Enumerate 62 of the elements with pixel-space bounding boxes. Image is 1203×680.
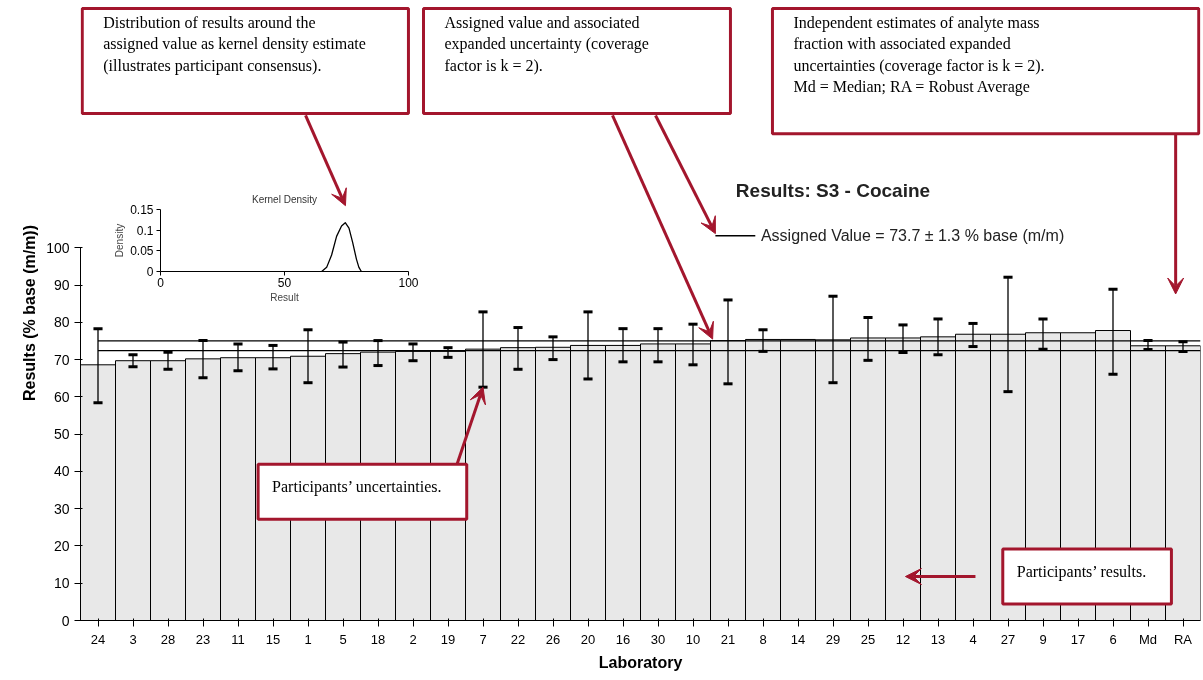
y-tick-label: 40 bbox=[53, 463, 70, 480]
y-axis-title: Results (% base (m/m)) bbox=[21, 224, 39, 402]
chart-title: Kernel Density bbox=[251, 193, 318, 205]
y-tick-label: 0 bbox=[61, 612, 70, 629]
x-tick-label: 16 bbox=[615, 631, 631, 647]
y-tick-label: 70 bbox=[53, 351, 70, 368]
y-tick-label: 0.1 bbox=[136, 223, 154, 238]
x-axis-title: Result bbox=[270, 291, 299, 303]
x-tick-label: 14 bbox=[790, 631, 806, 647]
y-axis-title: Density bbox=[114, 223, 126, 258]
x-tick-label: 27 bbox=[1000, 631, 1016, 647]
x-axis-title: Laboratory bbox=[598, 653, 683, 671]
x-tick-label: 25 bbox=[860, 631, 876, 647]
text: Assigned value and associated expanded uncertainty (coverage factor is k = 2). bbox=[444, 14, 649, 75]
x-tick-label: 23 bbox=[195, 631, 211, 647]
x-tick-label: 17 bbox=[1070, 631, 1086, 647]
y-tick-label: 20 bbox=[53, 537, 70, 554]
x-tick-label: 30 bbox=[650, 631, 666, 647]
x-tick-label: 12 bbox=[895, 631, 911, 647]
x-tick-label: 5 bbox=[339, 631, 347, 647]
x-tick-label: 7 bbox=[479, 631, 487, 647]
text: Distribution of results around the assigned value as kernel density estimate (illustrates participant consensus). bbox=[103, 14, 366, 75]
y-tick-label: 0.15 bbox=[130, 203, 154, 217]
x-tick-label: 6 bbox=[1109, 631, 1117, 647]
x-tick-label: 29 bbox=[825, 631, 841, 647]
y-tick-label: 100 bbox=[46, 239, 70, 256]
y-tick-label: 0.05 bbox=[130, 244, 154, 259]
x-tick-label: 9 bbox=[1039, 631, 1047, 647]
x-tick-label: RA bbox=[1173, 631, 1193, 647]
x-tick-label: 2 bbox=[409, 631, 417, 647]
y-tick-label: 50 bbox=[53, 426, 70, 443]
annotation: Participants’ uncertainties. bbox=[272, 478, 442, 497]
x-tick-label: 20 bbox=[580, 631, 596, 647]
x-tick-label: 19 bbox=[440, 631, 456, 647]
x-tick-label: 10 bbox=[685, 631, 701, 647]
x-tick-label: 0 bbox=[157, 275, 165, 290]
x-tick-label: 8 bbox=[759, 631, 767, 647]
y-tick-label: 90 bbox=[53, 277, 70, 294]
x-tick-label: 11 bbox=[231, 631, 245, 647]
x-tick-label: 24 bbox=[90, 631, 106, 647]
text: Independent estimates of analyte mass fraction with associated expanded uncertainties (coverage factor is k = 2). Md = Median; RA = Robust Average bbox=[793, 14, 1045, 96]
x-tick-label: Md bbox=[1138, 631, 1158, 647]
x-tick-label: 1 bbox=[304, 631, 312, 647]
text: Assigned Value = 73.7 ± 1.3 % base (m/m) bbox=[760, 227, 1065, 245]
y-tick-label: 10 bbox=[53, 575, 70, 592]
x-tick-label: 18 bbox=[370, 631, 386, 647]
chart-title: Results: S3 - Cocaine bbox=[735, 180, 931, 202]
x-tick-label: 13 bbox=[930, 631, 946, 647]
y-tick-label: 0 bbox=[146, 265, 154, 279]
x-tick-label: 100 bbox=[398, 275, 419, 290]
x-tick-label: 3 bbox=[129, 631, 137, 647]
y-tick-label: 80 bbox=[53, 314, 70, 331]
x-tick-label: 22 bbox=[510, 631, 526, 647]
x-tick-label: 4 bbox=[969, 631, 977, 647]
x-tick-label: 26 bbox=[545, 631, 561, 647]
x-tick-label: 28 bbox=[160, 631, 176, 647]
x-tick-label: 21 bbox=[720, 631, 736, 647]
annotation: Participants’ results. bbox=[1016, 563, 1147, 582]
x-tick-label: 50 bbox=[277, 275, 292, 290]
y-tick-label: 60 bbox=[53, 388, 70, 405]
x-tick-label: 15 bbox=[265, 631, 281, 647]
y-tick-label: 30 bbox=[53, 500, 70, 517]
